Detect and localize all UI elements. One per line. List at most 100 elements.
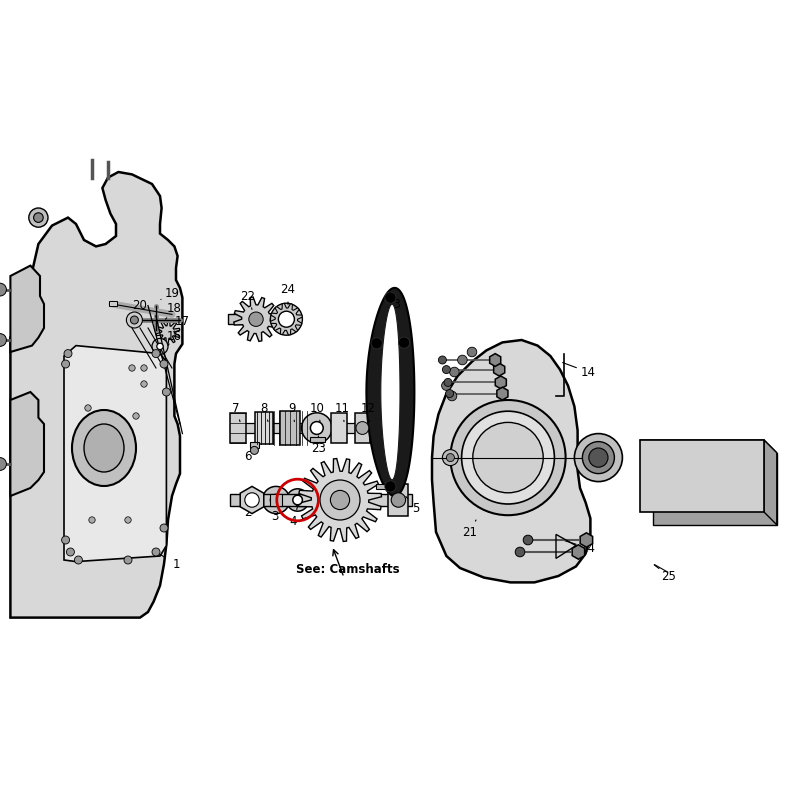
Circle shape xyxy=(582,442,614,474)
Circle shape xyxy=(124,556,132,564)
Circle shape xyxy=(270,303,302,335)
Circle shape xyxy=(130,316,138,324)
Text: Cam change: Cam change xyxy=(664,486,740,495)
Polygon shape xyxy=(156,320,180,344)
Circle shape xyxy=(385,292,396,303)
Circle shape xyxy=(249,312,263,326)
Circle shape xyxy=(250,446,258,454)
Text: 14: 14 xyxy=(581,542,595,554)
Circle shape xyxy=(278,311,294,327)
Polygon shape xyxy=(366,288,414,496)
Text: 24: 24 xyxy=(281,283,295,296)
Polygon shape xyxy=(240,486,264,514)
Text: 1: 1 xyxy=(172,558,180,570)
Bar xyxy=(640,440,764,512)
Polygon shape xyxy=(572,545,585,559)
Circle shape xyxy=(385,481,396,492)
Text: 4: 4 xyxy=(290,515,298,528)
Circle shape xyxy=(34,213,43,222)
Polygon shape xyxy=(381,304,400,480)
Circle shape xyxy=(398,337,410,348)
Circle shape xyxy=(126,312,142,328)
Circle shape xyxy=(85,405,91,411)
Text: 5: 5 xyxy=(412,502,420,514)
Circle shape xyxy=(152,548,160,556)
Circle shape xyxy=(152,338,168,354)
Circle shape xyxy=(157,343,163,350)
Text: 12: 12 xyxy=(361,402,375,414)
Circle shape xyxy=(293,495,302,505)
Polygon shape xyxy=(495,376,506,389)
Polygon shape xyxy=(10,172,182,618)
Bar xyxy=(355,413,370,443)
Circle shape xyxy=(160,360,168,368)
Text: Gasket kit: Gasket kit xyxy=(670,460,734,470)
Circle shape xyxy=(462,411,554,504)
Bar xyxy=(230,494,296,506)
Text: 7: 7 xyxy=(232,402,240,414)
Circle shape xyxy=(0,283,6,296)
Circle shape xyxy=(515,547,525,557)
Text: 22: 22 xyxy=(241,290,255,302)
Circle shape xyxy=(141,381,147,387)
Circle shape xyxy=(446,454,454,462)
Circle shape xyxy=(152,350,160,358)
Polygon shape xyxy=(494,363,505,376)
Text: 23: 23 xyxy=(311,442,326,454)
Text: 15: 15 xyxy=(602,458,617,470)
Circle shape xyxy=(320,480,360,520)
Circle shape xyxy=(133,413,139,419)
Circle shape xyxy=(64,350,72,358)
Bar xyxy=(296,494,412,506)
Bar xyxy=(230,413,246,443)
Circle shape xyxy=(62,360,70,368)
Circle shape xyxy=(458,355,467,365)
Bar xyxy=(270,494,282,506)
Circle shape xyxy=(162,388,170,396)
Polygon shape xyxy=(64,346,166,562)
Text: 19: 19 xyxy=(165,287,179,300)
Circle shape xyxy=(356,422,369,434)
Polygon shape xyxy=(497,387,508,400)
Circle shape xyxy=(66,548,74,556)
Bar xyxy=(250,442,259,448)
Circle shape xyxy=(125,517,131,523)
Bar xyxy=(331,413,347,443)
Ellipse shape xyxy=(72,410,136,486)
Text: 2: 2 xyxy=(244,506,252,518)
Circle shape xyxy=(442,366,450,374)
Polygon shape xyxy=(490,354,501,366)
Polygon shape xyxy=(432,340,590,582)
Bar xyxy=(389,484,408,516)
Polygon shape xyxy=(298,458,382,542)
Bar xyxy=(230,423,370,433)
Bar xyxy=(109,301,117,306)
Text: 16: 16 xyxy=(167,330,182,342)
Circle shape xyxy=(74,556,82,564)
Circle shape xyxy=(574,434,622,482)
Circle shape xyxy=(262,486,290,514)
Text: 9: 9 xyxy=(288,402,296,414)
Circle shape xyxy=(371,338,382,349)
Circle shape xyxy=(450,367,459,377)
Text: 3: 3 xyxy=(270,510,278,522)
Circle shape xyxy=(589,448,608,467)
Polygon shape xyxy=(234,297,278,342)
Circle shape xyxy=(523,535,533,545)
Circle shape xyxy=(310,422,323,434)
Bar xyxy=(228,314,260,324)
Circle shape xyxy=(62,536,70,544)
Bar xyxy=(376,484,388,489)
Text: 10: 10 xyxy=(310,402,325,414)
Bar xyxy=(653,453,777,525)
Text: 18: 18 xyxy=(167,302,182,314)
Text: 13: 13 xyxy=(387,298,402,310)
Polygon shape xyxy=(640,440,777,453)
Circle shape xyxy=(0,458,6,470)
Polygon shape xyxy=(580,533,593,547)
Circle shape xyxy=(391,493,406,507)
Circle shape xyxy=(438,356,446,364)
Polygon shape xyxy=(10,266,44,352)
Circle shape xyxy=(473,422,543,493)
Circle shape xyxy=(0,334,6,346)
